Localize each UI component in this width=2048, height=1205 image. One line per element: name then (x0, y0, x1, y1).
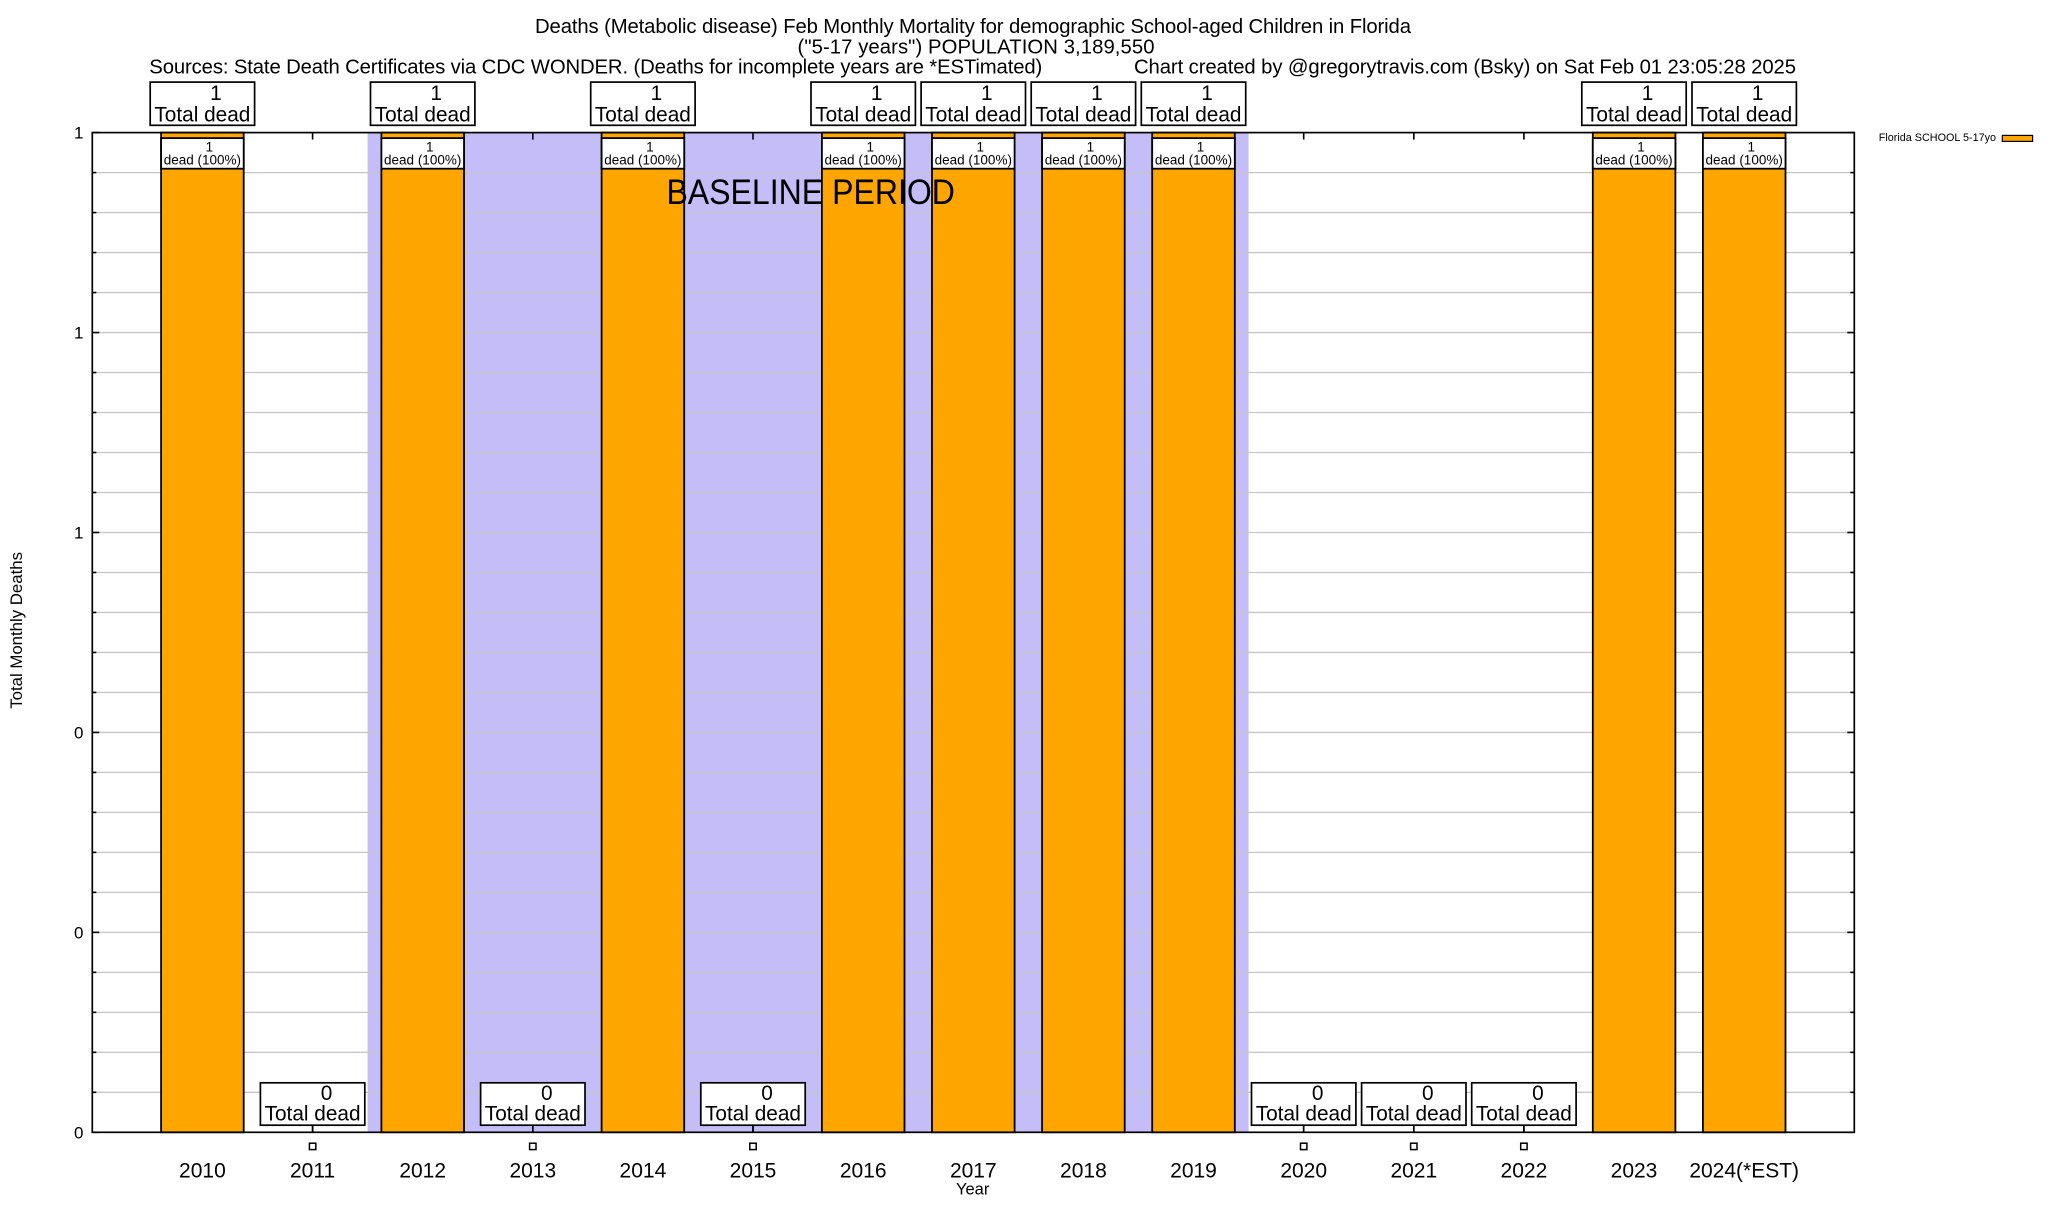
svg-text:Total dead: Total dead (595, 104, 691, 127)
svg-text:Chart created by @gregorytravi: Chart created by @gregorytravis.com (Bsk… (1134, 56, 1796, 78)
svg-text:Total dead: Total dead (265, 1102, 361, 1125)
svg-text:0: 0 (1422, 1082, 1434, 1105)
svg-text:1: 1 (871, 82, 883, 105)
svg-text:2014: 2014 (620, 1159, 667, 1182)
svg-text:2023: 2023 (1611, 1159, 1658, 1182)
svg-text:1: 1 (1201, 82, 1213, 105)
svg-text:0: 0 (74, 1123, 83, 1142)
svg-text:Deaths (Metabolic disease) Feb: Deaths (Metabolic disease) Feb Monthly M… (535, 16, 1412, 38)
svg-text:1: 1 (430, 82, 442, 105)
svg-text:2016: 2016 (840, 1159, 887, 1182)
svg-text:Sources: State Death Certifica: Sources: State Death Certificates via CD… (149, 56, 1042, 78)
svg-text:1: 1 (981, 82, 993, 105)
svg-text:1: 1 (1091, 82, 1103, 105)
svg-text:2012: 2012 (399, 1159, 446, 1182)
svg-text:1: 1 (1087, 139, 1095, 154)
svg-text:("5-17 years") POPULATION 3,18: ("5-17 years") POPULATION 3,189,550 (798, 37, 1155, 59)
svg-text:2019: 2019 (1170, 1159, 1217, 1182)
svg-text:2017: 2017 (950, 1159, 997, 1182)
svg-text:1: 1 (74, 524, 83, 543)
svg-text:2022: 2022 (1501, 1159, 1548, 1182)
svg-text:Total dead: Total dead (1256, 1102, 1352, 1125)
svg-text:Total dead: Total dead (1035, 104, 1131, 127)
svg-text:dead (100%): dead (100%) (1155, 152, 1232, 167)
svg-text:0: 0 (541, 1082, 553, 1105)
svg-text:1: 1 (651, 82, 663, 105)
svg-text:2015: 2015 (730, 1159, 777, 1182)
svg-text:dead (100%): dead (100%) (604, 152, 681, 167)
svg-text:1: 1 (426, 139, 434, 154)
svg-text:Total dead: Total dead (1146, 104, 1242, 127)
svg-text:1: 1 (646, 139, 654, 154)
svg-text:Total dead: Total dead (154, 104, 250, 127)
svg-text:BASELINE PERIOD: BASELINE PERIOD (666, 173, 955, 212)
svg-text:Total dead: Total dead (925, 104, 1021, 127)
svg-text:Year: Year (956, 1180, 990, 1198)
svg-text:2021: 2021 (1390, 1159, 1437, 1182)
svg-text:1: 1 (866, 139, 874, 154)
svg-text:1: 1 (74, 124, 83, 143)
svg-text:0: 0 (761, 1082, 773, 1105)
svg-text:dead (100%): dead (100%) (1595, 152, 1672, 167)
svg-text:Total dead: Total dead (705, 1102, 801, 1125)
svg-text:0: 0 (1312, 1082, 1324, 1105)
svg-text:0: 0 (74, 723, 83, 742)
svg-text:1: 1 (206, 139, 214, 154)
svg-text:2024(*EST): 2024(*EST) (1689, 1159, 1799, 1182)
svg-text:Total dead: Total dead (815, 104, 911, 127)
svg-text:Florida SCHOOL 5-17yo: Florida SCHOOL 5-17yo (1879, 132, 1996, 144)
svg-text:0: 0 (321, 1082, 333, 1105)
svg-text:2020: 2020 (1280, 1159, 1327, 1182)
svg-text:1: 1 (1752, 82, 1764, 105)
svg-text:1: 1 (1642, 82, 1654, 105)
svg-text:dead (100%): dead (100%) (935, 152, 1012, 167)
svg-text:dead (100%): dead (100%) (1706, 152, 1783, 167)
svg-text:0: 0 (74, 923, 83, 942)
svg-text:1: 1 (74, 324, 83, 343)
svg-text:Total dead: Total dead (1476, 1102, 1572, 1125)
svg-text:dead (100%): dead (100%) (384, 152, 461, 167)
svg-text:dead (100%): dead (100%) (1045, 152, 1122, 167)
svg-text:1: 1 (210, 82, 222, 105)
svg-text:2018: 2018 (1060, 1159, 1107, 1182)
svg-text:Total dead: Total dead (485, 1102, 581, 1125)
svg-text:Total dead: Total dead (1366, 1102, 1462, 1125)
svg-text:Total dead: Total dead (1586, 104, 1682, 127)
svg-text:0: 0 (1532, 1082, 1544, 1105)
svg-text:1: 1 (1637, 139, 1645, 154)
svg-text:Total Monthly Deaths: Total Monthly Deaths (7, 552, 26, 709)
svg-text:1: 1 (1747, 139, 1755, 154)
svg-text:dead (100%): dead (100%) (825, 152, 902, 167)
svg-text:2010: 2010 (179, 1159, 226, 1182)
svg-text:1: 1 (977, 139, 985, 154)
svg-text:2013: 2013 (509, 1159, 556, 1182)
svg-text:2011: 2011 (290, 1159, 335, 1182)
svg-text:Total dead: Total dead (375, 104, 471, 127)
svg-text:Total dead: Total dead (1696, 104, 1792, 127)
svg-text:1: 1 (1197, 139, 1205, 154)
svg-text:dead (100%): dead (100%) (164, 152, 241, 167)
